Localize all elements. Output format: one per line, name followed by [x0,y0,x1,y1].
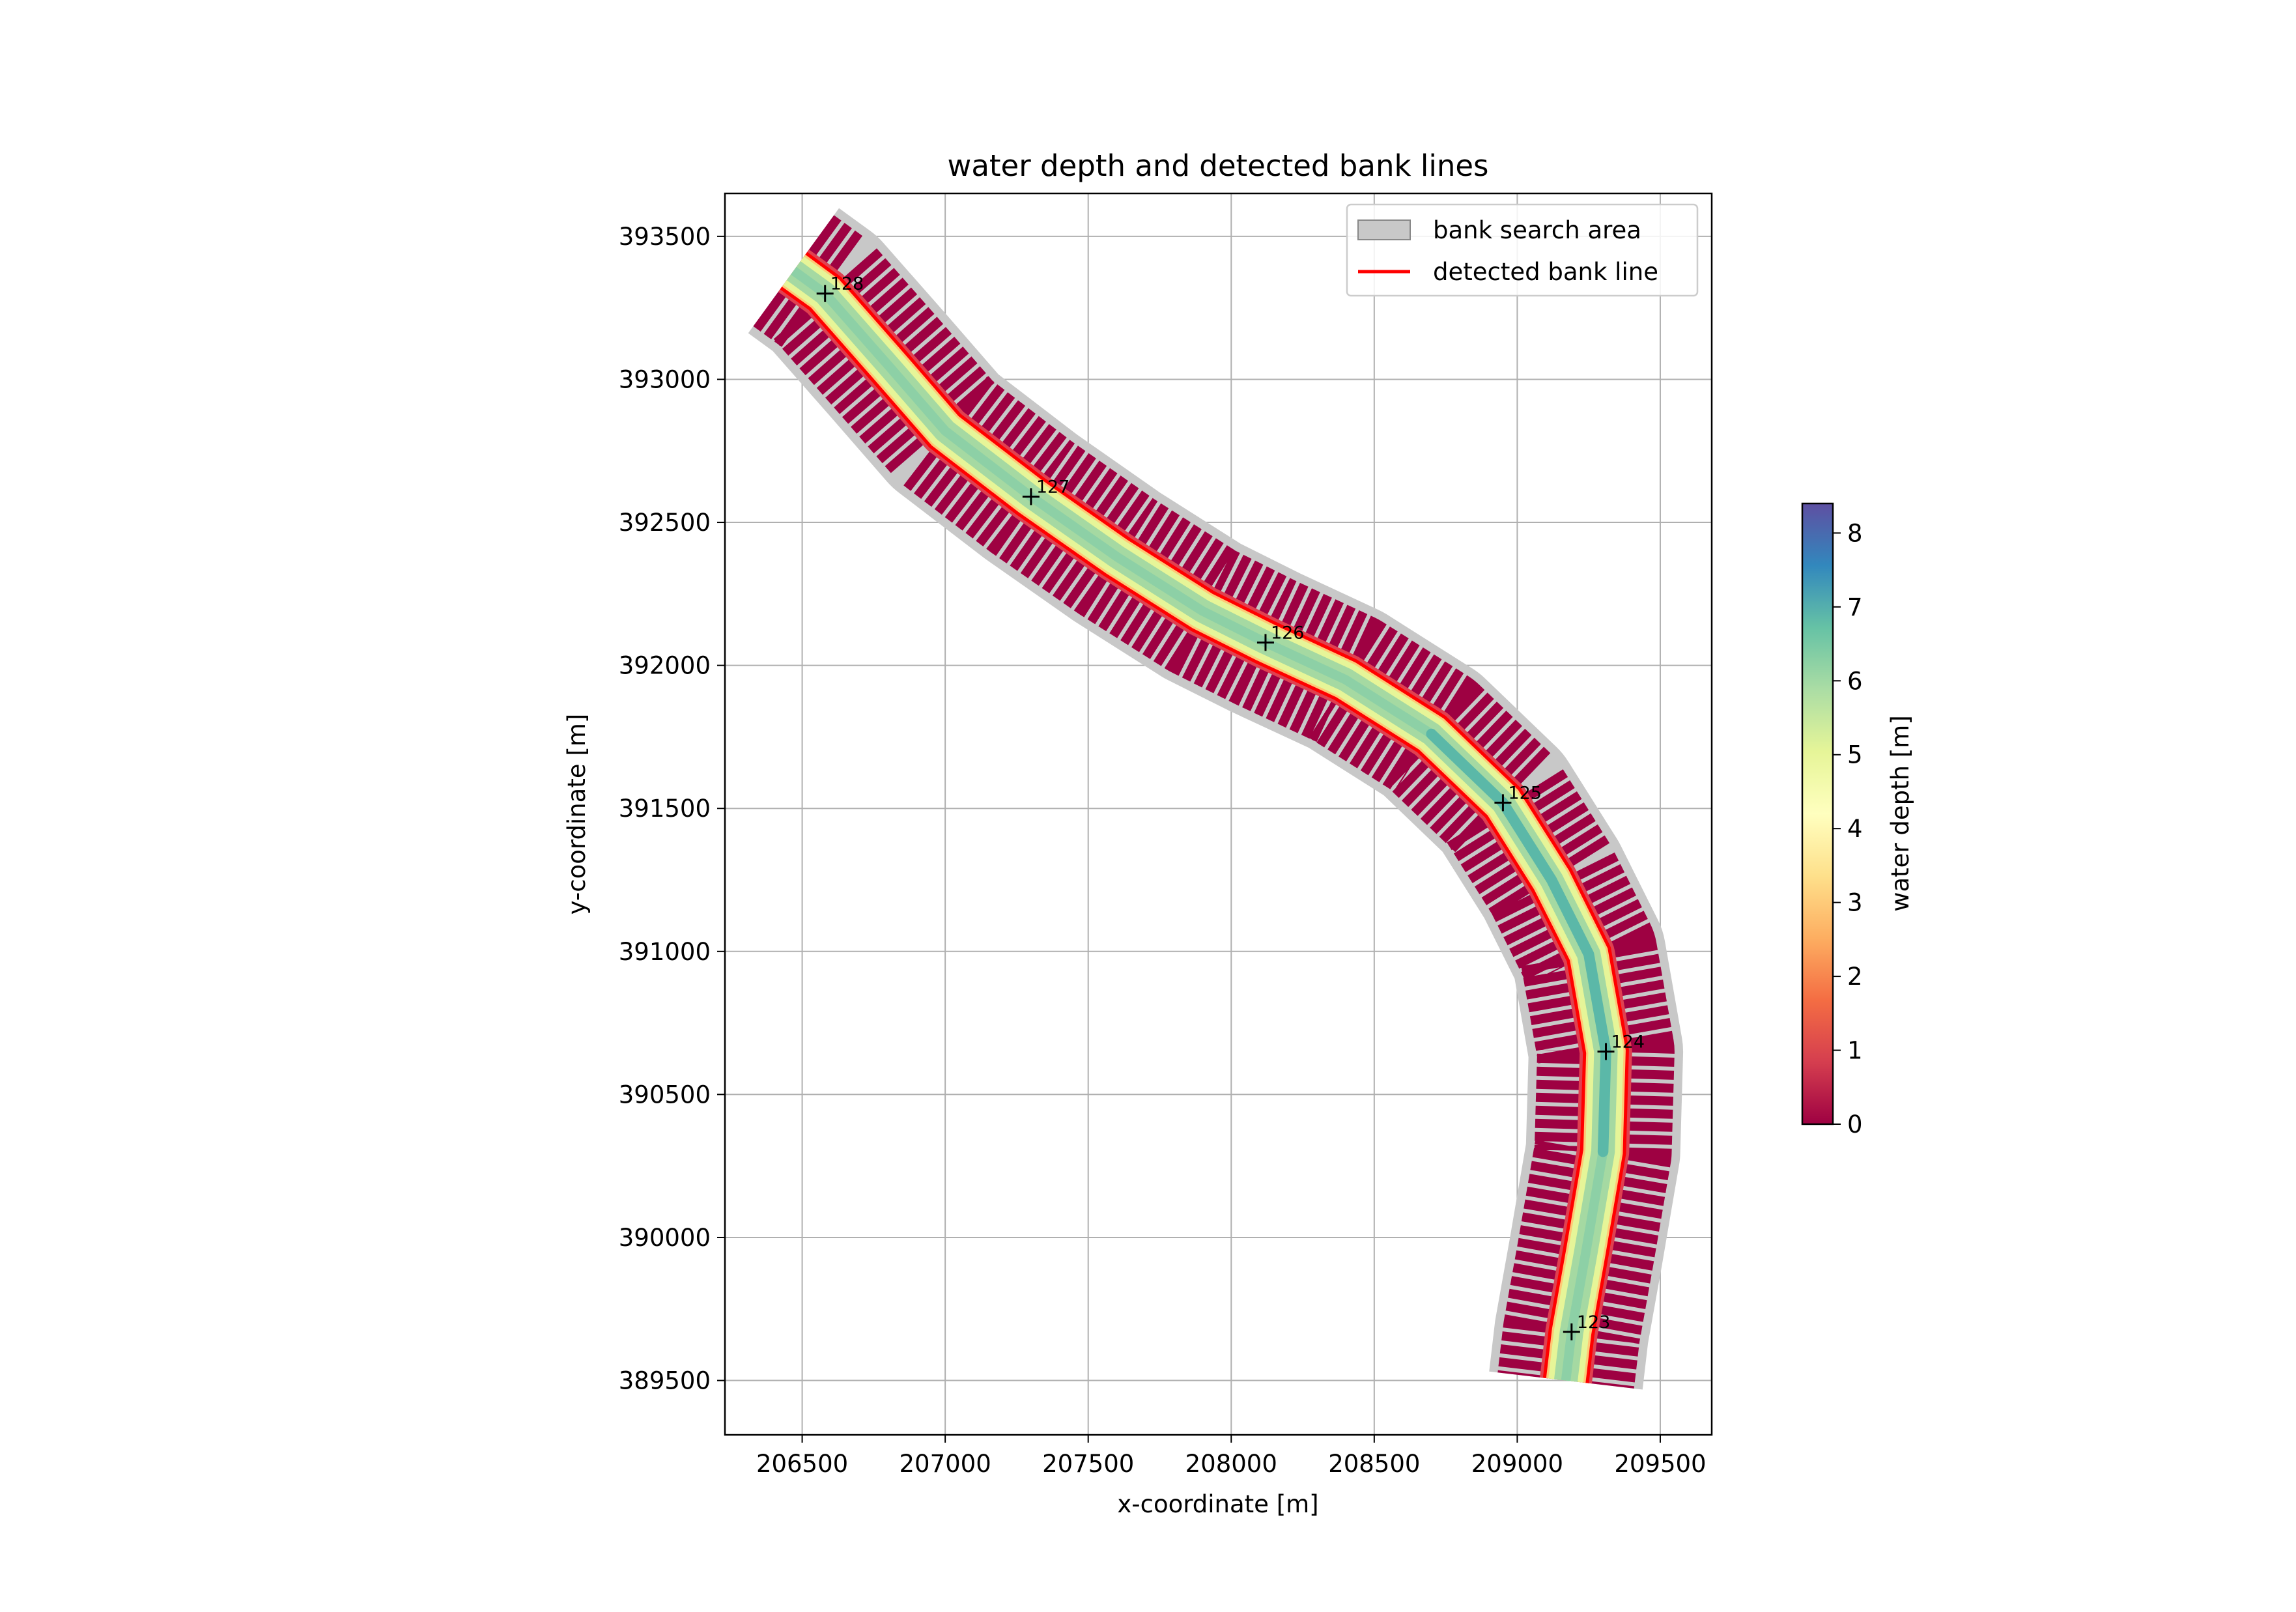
y-tick-label: 391000 [619,938,711,966]
colorbar-tick-label: 5 [1847,741,1863,769]
water-depth-field [753,215,1675,1401]
km-marker: 126 [1256,623,1305,651]
colorbar-label: water depth [m] [1886,715,1914,912]
bank-line-right [805,251,1629,1383]
x-tick-label: 207500 [1042,1450,1134,1478]
colorbar-tick-label: 3 [1847,889,1863,917]
colorbar-tick-label: 4 [1847,815,1863,843]
km-marker: 124 [1597,1032,1645,1060]
y-tick-label: 393000 [619,365,711,393]
colorbar-tick-label: 1 [1847,1037,1863,1065]
legend-label-search-area: bank search area [1433,216,1641,244]
km-marker: 127 [1022,477,1070,505]
colorbar-ticks: 0 1 2 3 4 5 6 7 8 [1833,519,1863,1138]
plot-frame [724,192,1713,1436]
x-tick-label: 209500 [1614,1450,1706,1478]
colorbar-tick-label: 2 [1847,963,1863,991]
legend-box [1346,203,1699,297]
x-tick-label: 207000 [900,1450,991,1478]
y-axis-label: y-coordinate [m] [563,714,591,915]
colorbar: 0 1 2 3 4 5 6 7 8 water depth [m] [1801,502,1914,1138]
bank-lines [780,251,1629,1383]
x-tick-label: 206500 [756,1450,848,1478]
y-axis: 389500 390000 390500 391000 391500 392000 3925… [619,223,725,1395]
km-marker-label: 128 [830,274,864,294]
plot-area: 128 127 126 125 124 123 [748,208,1684,1409]
km-marker: 125 [1494,783,1542,812]
km-marker-label: 126 [1271,623,1305,643]
y-tick-label: 392500 [619,509,711,537]
x-axis-label: x-coordinate [m] [1117,1490,1318,1518]
colorbar-tick-label: 7 [1847,593,1863,621]
legend-label-bank-line: detected bank line [1433,258,1658,286]
depth-band-thalweg [1426,728,1611,1157]
y-tick-label: 389500 [619,1367,711,1395]
colorbar-gradient [1801,502,1834,1125]
km-marker: 123 [1563,1312,1611,1340]
x-axis: 206500 207000 207500 208000 208500 209000 2095… [756,1435,1707,1478]
colorbar-tick-label: 8 [1847,519,1863,547]
legend-swatch-search-area [1357,219,1411,240]
km-markers: 128 127 126 125 124 123 [816,274,1645,1340]
km-marker-label: 125 [1508,783,1542,803]
legend: bank search area detected bank line [1346,203,1699,297]
y-tick-label: 393500 [619,223,711,251]
depth-band-channel [791,266,1611,1381]
km-marker-label: 123 [1577,1312,1611,1333]
y-tick-label: 390500 [619,1081,711,1109]
colorbar-tick-label: 6 [1847,667,1863,695]
bank-line-left [780,287,1587,1378]
y-tick-label: 392000 [619,652,711,680]
km-marker-label: 127 [1036,477,1070,498]
x-tick-label: 209000 [1471,1450,1563,1478]
km-marker: 128 [816,274,864,302]
y-tick-label: 391500 [619,795,711,823]
x-tick-label: 208000 [1185,1450,1277,1478]
y-tick-label: 390000 [619,1224,711,1252]
km-marker-label: 124 [1611,1032,1645,1053]
x-tick-label: 208500 [1328,1450,1420,1478]
colorbar-tick-label: 0 [1847,1110,1863,1138]
chart-title: water depth and detected bank lines [948,148,1489,183]
